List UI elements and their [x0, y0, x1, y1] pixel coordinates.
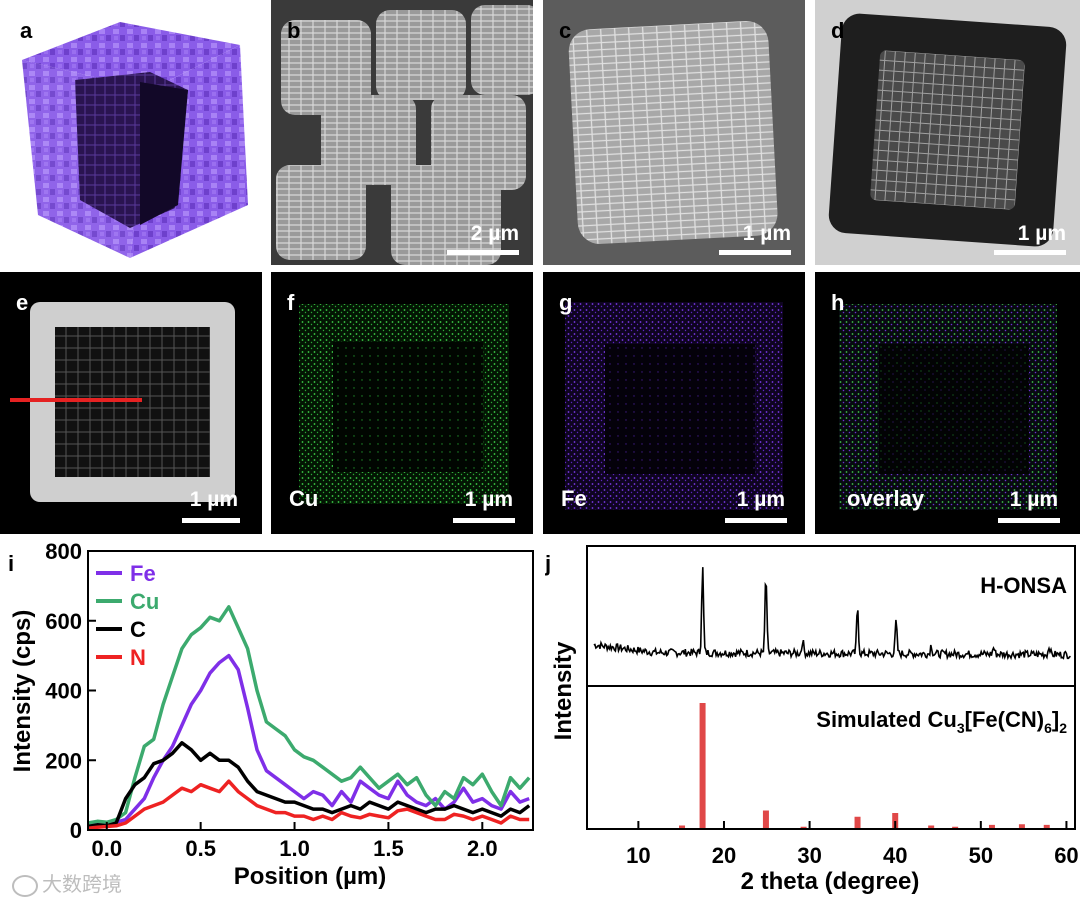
- panel-label: j: [545, 551, 551, 576]
- series-label-h-onsa: H-ONSA: [980, 573, 1067, 598]
- tem-image-d: [815, 0, 1080, 265]
- simulated-peak-bar: [1018, 824, 1025, 828]
- y-tick-label: 0: [70, 818, 82, 843]
- scale-bar-label: 1 µm: [742, 222, 791, 245]
- series-line-fe: [87, 653, 530, 827]
- y-tick-label: 400: [45, 679, 82, 704]
- series-label-simulated: Simulated Cu3[Fe(CN)6]2: [816, 707, 1067, 736]
- haadf-image-e: [0, 272, 262, 534]
- watermark-logo-icon: [12, 874, 38, 897]
- simulated-peak-bar: [1043, 824, 1050, 828]
- sem-image-c: [543, 0, 805, 265]
- x-tick-label: 50: [969, 843, 993, 868]
- panel-f: f Cu 1 µm: [271, 272, 533, 534]
- x-tick-label: 2.0: [467, 836, 498, 861]
- legend-label-fe: Fe: [130, 561, 156, 586]
- element-label: Fe: [561, 486, 587, 511]
- scale-bar: [998, 518, 1060, 523]
- panel-label: b: [287, 18, 301, 43]
- scale-bar-label: 1 µm: [1009, 488, 1058, 511]
- y-tick-label: 200: [45, 748, 82, 773]
- panel-label: g: [559, 290, 573, 315]
- y-axis-label: Intensity: [550, 641, 577, 740]
- scale-bar: [725, 518, 787, 523]
- simulated-peak-bar: [854, 816, 861, 828]
- overlay-map: [815, 272, 1080, 534]
- x-axis-label: 2 theta (degree): [741, 868, 920, 895]
- simulated-peak-bar: [679, 825, 686, 828]
- sem-image-b: [271, 0, 533, 265]
- fe-map: [543, 272, 805, 534]
- plot-frame-bottom: [586, 685, 1076, 830]
- y-tick-label: 800: [45, 541, 82, 564]
- x-tick-label: 1.5: [373, 836, 404, 861]
- x-tick-label: 10: [626, 843, 650, 868]
- x-axis-label: Position (µm): [234, 863, 386, 890]
- simulated-peak-bar: [800, 826, 807, 828]
- panel-e: e 1 µm: [0, 272, 262, 534]
- legend-label-c: C: [130, 617, 146, 642]
- x-tick-label: 0.5: [185, 836, 216, 861]
- simulated-peak-bar: [928, 825, 935, 828]
- panel-label: d: [831, 18, 845, 43]
- cube-illustration: [22, 22, 248, 258]
- scale-bar-label: 2 µm: [470, 222, 519, 245]
- simulated-peak-bar: [699, 703, 706, 828]
- panel-label: f: [287, 290, 295, 315]
- series-line-n: [87, 779, 530, 831]
- series-line-c: [87, 741, 531, 829]
- panel-d: d 1 µm: [815, 0, 1080, 265]
- linescan-chart: i 0.0 0.5 1.0 1.5 2.0 0 200 400 600 800 Fe Cu CN Po…: [8, 541, 534, 890]
- legend-label-n: N: [130, 645, 146, 670]
- panel-label: i: [8, 551, 14, 576]
- plot-frame-top: [586, 545, 1076, 687]
- watermark: 大数跨境: [12, 868, 122, 897]
- x-tick-label: 20: [712, 843, 736, 868]
- panel-label: c: [559, 18, 572, 43]
- x-tick-label: 30: [797, 843, 821, 868]
- series-line-cu: [87, 605, 531, 825]
- panel-h: h overlay 1 µm: [815, 272, 1080, 534]
- scale-bar: [994, 250, 1066, 255]
- x-tick-label: 40: [883, 843, 907, 868]
- scale-bar-label: 1 µm: [464, 488, 513, 511]
- scale-bar-label: 1 µm: [736, 488, 785, 511]
- panel-c: c 1 µm: [543, 0, 805, 265]
- panel-label: e: [16, 290, 29, 315]
- cu-map: [271, 272, 533, 534]
- h-onsa-pattern: [593, 567, 1071, 661]
- scale-bar-label: 1 µm: [189, 488, 238, 511]
- element-label: overlay: [847, 486, 925, 511]
- scale-bar: [719, 250, 791, 255]
- x-tick-label: 60: [1054, 843, 1078, 868]
- element-label: Cu: [289, 486, 319, 511]
- y-axis-label: Intensity (cps): [9, 610, 36, 773]
- x-tick-label: 1.0: [279, 836, 310, 861]
- xrd-chart: j 10 20 30 40 50 60 H-ONSA Simulated Cu3[Fe(C…: [545, 545, 1079, 895]
- legend-label-cu: Cu: [130, 589, 159, 614]
- scale-bar: [182, 518, 240, 523]
- scale-bar: [453, 518, 515, 523]
- scale-bar-label: 1 µm: [1017, 222, 1066, 245]
- panel-g: g Fe 1 µm: [543, 272, 805, 534]
- x-tick-label: 0.0: [91, 836, 122, 861]
- panel-a: a: [0, 0, 262, 265]
- panel-b: b 2 µm: [271, 0, 533, 265]
- simulated-peak-bar: [892, 813, 899, 828]
- simulated-peak-bar: [988, 824, 995, 828]
- simulated-peak-bar: [762, 810, 769, 828]
- panel-label: h: [831, 290, 845, 315]
- y-tick-label: 600: [45, 609, 82, 634]
- scale-bar: [447, 250, 519, 255]
- simulated-peak-bar: [952, 826, 959, 828]
- panel-label: a: [20, 18, 33, 43]
